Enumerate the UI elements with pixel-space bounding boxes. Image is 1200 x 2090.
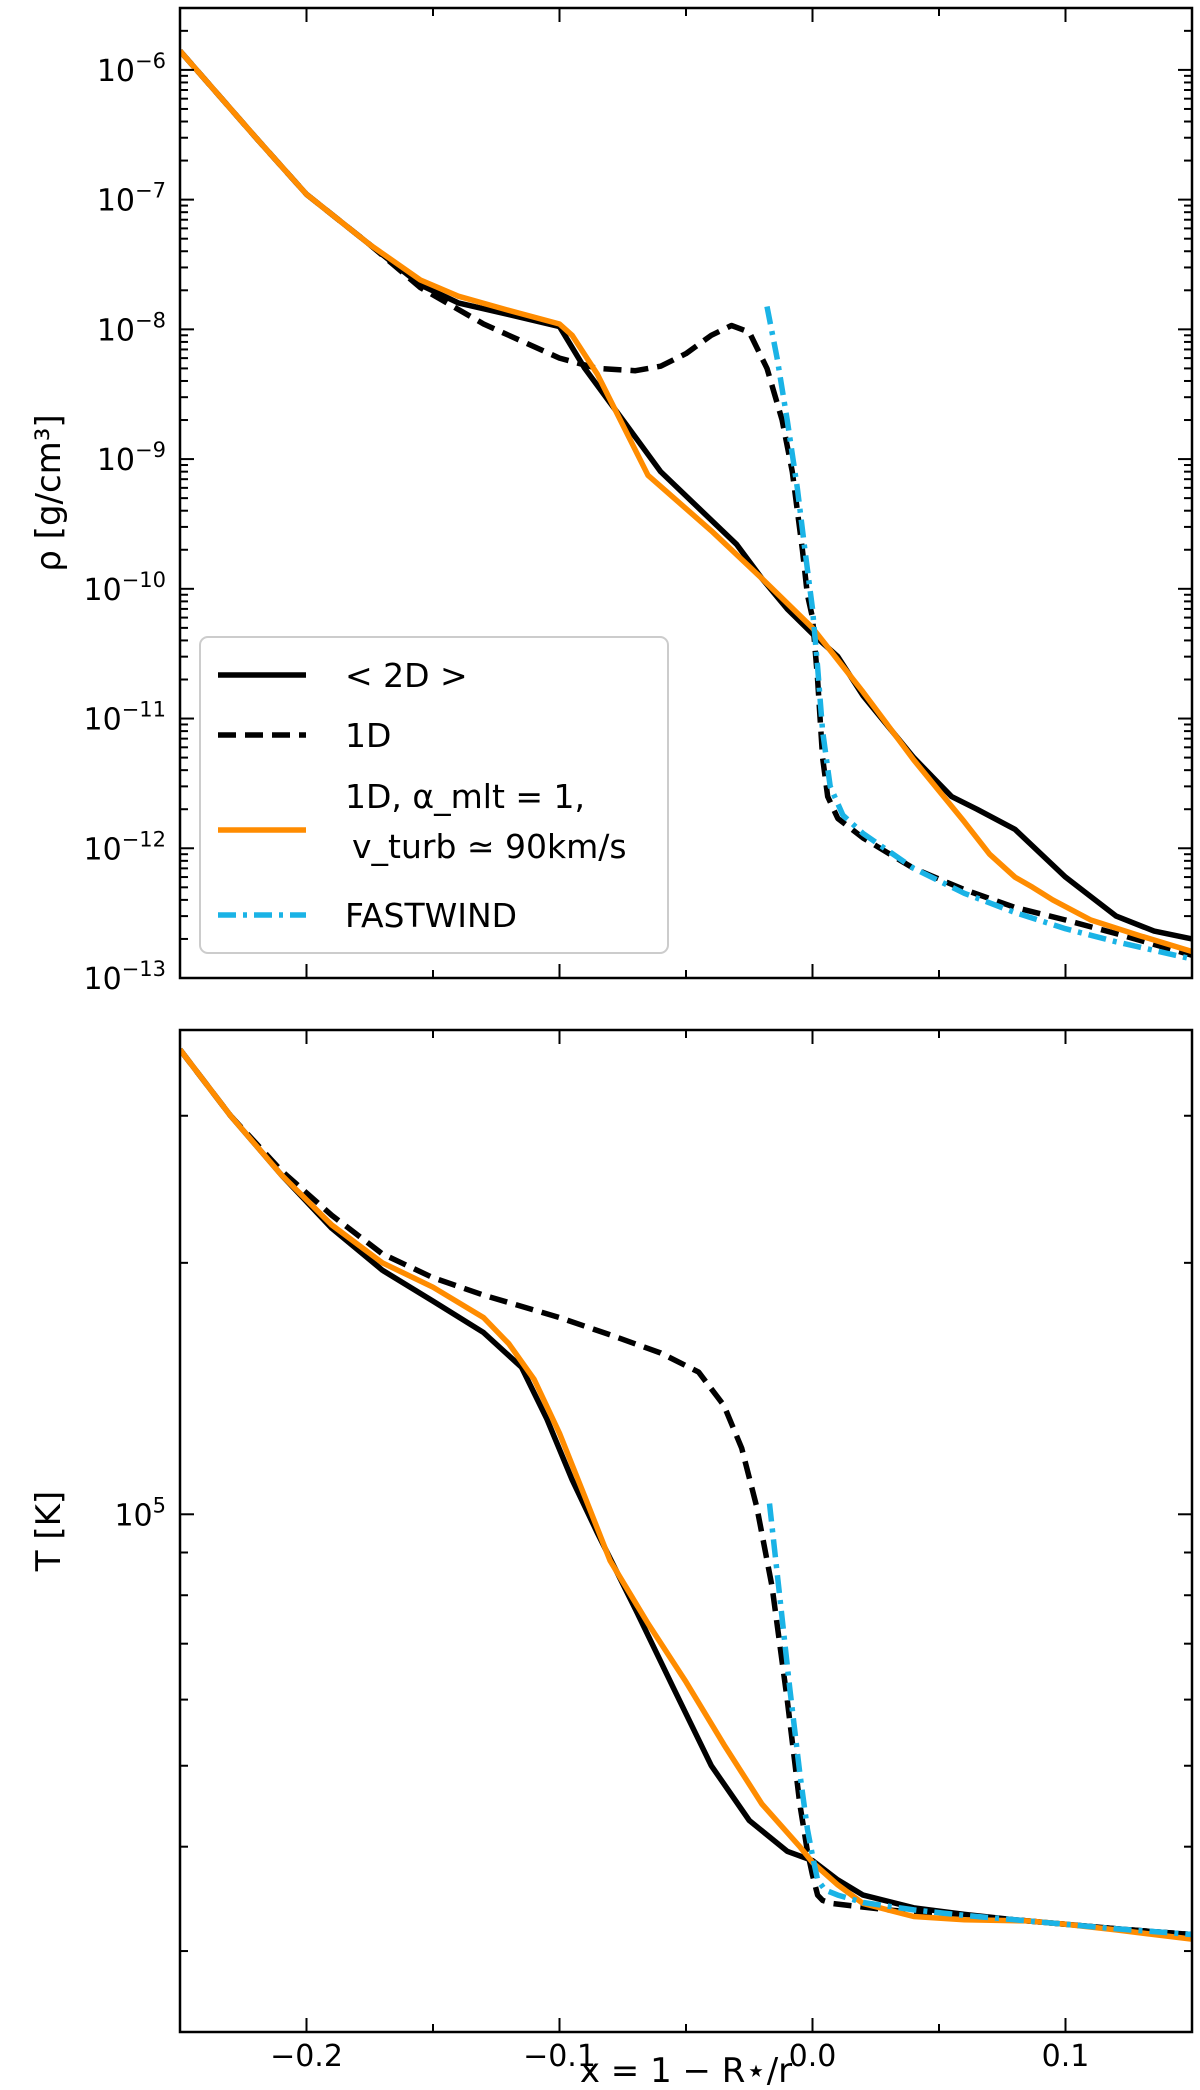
density-y-axis-label: ρ [g/cm³] (29, 414, 69, 571)
legend-label-one-d-mlt-line2: v_turb ≃ 90km/s (352, 827, 627, 866)
temperature-panel: 105 T [K] (29, 1028, 1194, 2034)
density-line-one-d-mlt (180, 49, 1192, 955)
temperature-axis-ticks: 105 (114, 1030, 1193, 2032)
density-y-tick-label: 10−11 (83, 698, 166, 738)
density-y-tick-label: 10−12 (83, 827, 166, 867)
temperature-series-group (180, 1047, 1192, 1942)
temperature-y-tick-label: 105 (114, 1493, 166, 1533)
temperature-plot-frame (178, 1028, 1194, 2034)
legend-label-fastwind: FASTWIND (345, 896, 517, 935)
legend-label-one-d: 1D (345, 716, 391, 755)
x-tick-label: −0.2 (270, 2039, 343, 2074)
density-line-one-d (180, 49, 1192, 958)
x-tick-label: −0.1 (523, 2039, 596, 2074)
legend-label-two-d: < 2D > (345, 656, 468, 695)
temperature-line-two-d (180, 1047, 1192, 1938)
density-panel: 10−6 10−7 10−8 10−9 10−10 10−11 10−12 10−13 ρ [… (29, 6, 1194, 997)
density-y-tick-label: 10−9 (97, 438, 166, 478)
density-y-tick-label: 10−13 (83, 957, 166, 997)
temperature-line-one-d (180, 1047, 1192, 1938)
density-y-tick-label: 10−8 (97, 308, 166, 348)
temperature-line-fastwind (766, 1503, 1192, 1938)
legend-label-one-d-mlt-line1: 1D, α_mlt = 1, (345, 777, 585, 816)
x-tick-label: 0.0 (789, 2039, 837, 2074)
density-axis-ticks: 10−6 10−7 10−8 10−9 10−10 10−11 10−12 10−13 (83, 7, 1193, 997)
x-axis-ticks: −0.2 −0.1 0.0 0.1 (270, 2039, 1089, 2074)
density-line-fastwind (764, 305, 1192, 962)
density-y-tick-label: 10−7 (97, 179, 166, 219)
temperature-y-axis-label: T [K] (29, 1491, 69, 1572)
density-series-group (180, 49, 1192, 962)
density-plot-frame (178, 6, 1194, 980)
x-tick-label: 0.1 (1042, 2039, 1090, 2074)
density-y-tick-label: 10−6 (97, 49, 166, 89)
density-line-two-d (180, 49, 1192, 942)
legend-box (199, 636, 669, 954)
temperature-line-one-d-mlt (180, 1047, 1192, 1942)
density-y-tick-label: 10−10 (83, 568, 166, 608)
legend: < 2D > 1D 1D, α_mlt = 1, v_turb ≃ 90km/s… (199, 636, 669, 954)
x-axis-label: x = 1 − R⋆/r (580, 2051, 792, 2090)
